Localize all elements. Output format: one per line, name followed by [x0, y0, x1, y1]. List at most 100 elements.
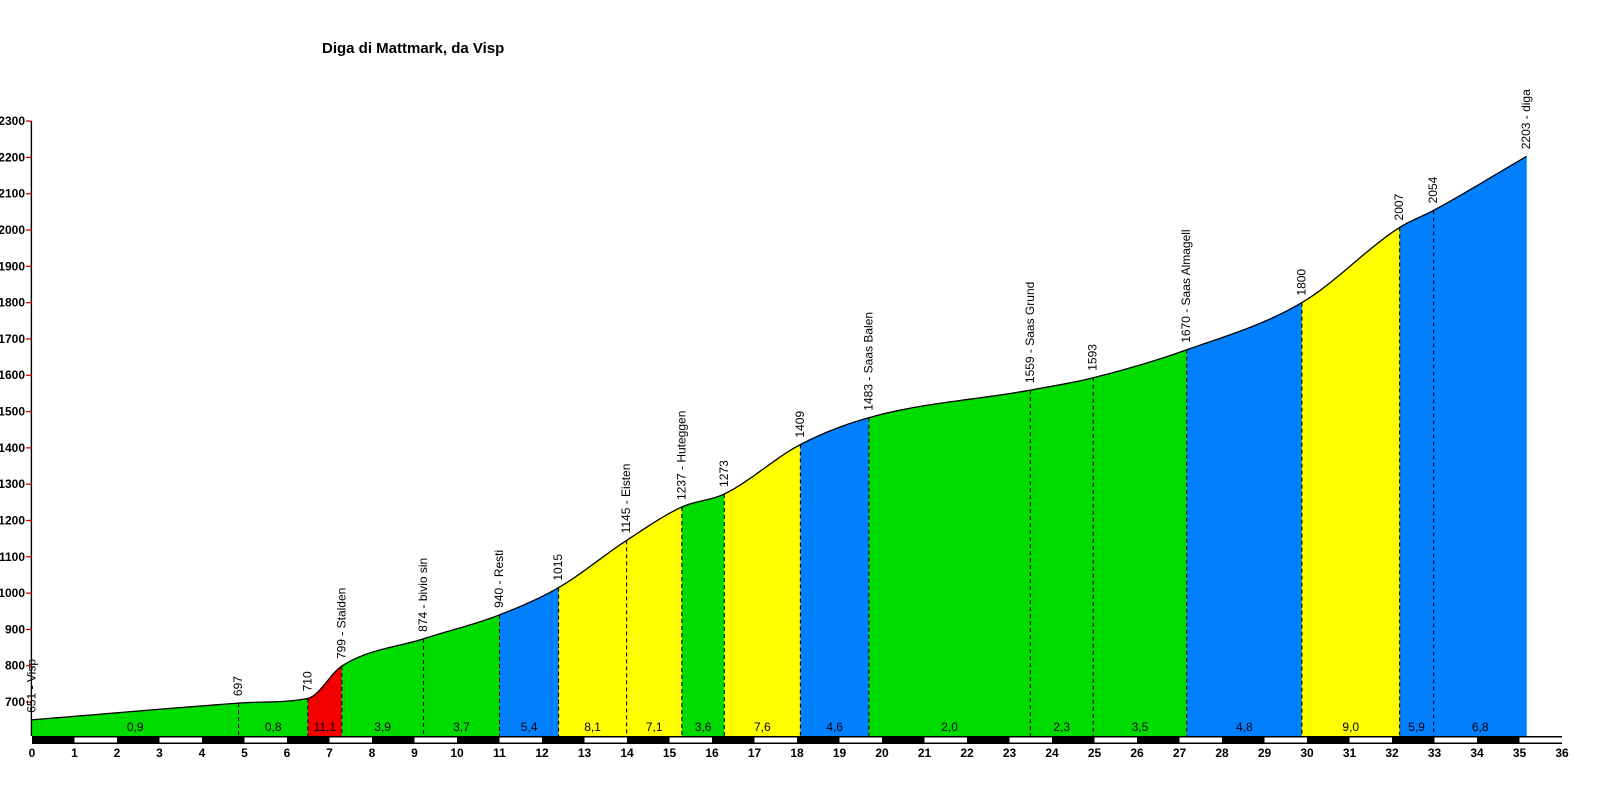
- km-ruler-segment: [669, 737, 712, 743]
- gradient-segment-area: [626, 507, 682, 736]
- x-tick-label: 15: [663, 746, 677, 760]
- x-tick-label: 14: [620, 746, 634, 760]
- x-tick-label: 34: [1470, 746, 1484, 760]
- x-tick-label: 10: [450, 746, 464, 760]
- gradient-percent-label: 2,0: [941, 720, 958, 734]
- km-ruler-segment: [1179, 737, 1222, 743]
- y-tick-mark: [26, 193, 32, 195]
- y-tick-label: 1700: [0, 332, 25, 346]
- y-tick-mark: [26, 229, 32, 231]
- x-tick-label: 27: [1173, 746, 1187, 760]
- y-tick-mark: [26, 156, 32, 159]
- km-ruler-segment: [1349, 737, 1392, 743]
- elevation-point-label: 1409: [793, 411, 807, 438]
- y-tick-label: 700: [5, 695, 25, 709]
- gradient-segment-area: [1301, 227, 1400, 736]
- gradient-percent-label: 4,6: [826, 720, 843, 734]
- x-tick-label: 16: [705, 746, 719, 760]
- elevation-point-label: 710: [300, 671, 314, 691]
- gradient-segment-area: [868, 390, 1031, 736]
- y-tick-label: 1600: [0, 368, 25, 382]
- elevation-point-label: 2203 - diga: [1519, 89, 1533, 149]
- x-tick-label: 24: [1045, 746, 1059, 760]
- gradient-segment-area: [558, 540, 627, 736]
- gradient-segment-area: [1030, 377, 1094, 736]
- x-tick-label: 2: [114, 746, 121, 760]
- y-tick-label: 1400: [0, 441, 25, 455]
- km-ruler-segment: [839, 737, 882, 743]
- gradient-percent-label: 9,0: [1342, 720, 1359, 734]
- elevation-point-label: 1593: [1086, 344, 1100, 371]
- km-ruler-segment: [244, 737, 287, 743]
- km-ruler-segment: [159, 737, 202, 743]
- gradient-segment-area: [724, 444, 801, 736]
- x-tick-label: 6: [284, 746, 291, 760]
- km-ruler-segment: [1264, 737, 1307, 743]
- km-ruler-segment: [499, 737, 542, 743]
- gradient-segment-area: [1093, 349, 1187, 736]
- gradient-percent-label: 3,6: [695, 720, 712, 734]
- gradient-percent-label: 2,3: [1053, 720, 1070, 734]
- x-tick-label: 9: [411, 746, 418, 760]
- elevation-point-label: 874 - bivio sin: [416, 558, 430, 632]
- km-ruler-segment: [754, 737, 797, 743]
- y-tick-label: 1800: [0, 296, 25, 310]
- gradient-segment-area: [1399, 210, 1434, 737]
- x-tick-label: 28: [1215, 746, 1229, 760]
- y-tick-mark: [26, 374, 32, 376]
- y-tick-mark: [26, 701, 32, 703]
- y-tick-label: 1500: [0, 405, 25, 419]
- elevation-point-label: 940 - Resti: [492, 550, 506, 608]
- km-ruler-segment: [1519, 737, 1562, 743]
- x-tick-label: 13: [578, 746, 592, 760]
- x-tick-label: 8: [369, 746, 376, 760]
- elevation-point-label: 697: [231, 676, 245, 696]
- x-tick-label: 21: [918, 746, 932, 760]
- y-tick-label: 1300: [0, 477, 25, 491]
- x-tick-label: 30: [1300, 746, 1314, 760]
- x-tick-label: 3: [156, 746, 163, 760]
- elevation-point-label: 651 - Visp: [25, 659, 39, 713]
- x-tick-label: 19: [833, 746, 847, 760]
- y-tick-label: 1000: [0, 586, 25, 600]
- gradient-percent-label: 5,4: [521, 720, 538, 734]
- y-tick-mark: [26, 519, 32, 522]
- y-tick-mark: [26, 265, 32, 267]
- x-tick-label: 36: [1555, 746, 1569, 760]
- y-tick-label: 2300: [0, 114, 25, 128]
- elevation-point-label: 1800: [1294, 269, 1308, 296]
- y-tick-label: 2100: [0, 187, 25, 201]
- y-tick-mark: [26, 410, 32, 413]
- elevation-point-label: 1670 - Saas Almagell: [1179, 229, 1193, 342]
- y-tick-label: 1100: [0, 550, 25, 564]
- y-tick-mark: [26, 556, 32, 558]
- y-tick-label: 1900: [0, 259, 25, 273]
- y-tick-mark: [26, 665, 32, 667]
- km-ruler-segment: [924, 737, 967, 743]
- elevation-point-label: 1559 - Saas Grund: [1023, 282, 1037, 383]
- x-tick-label: 1: [71, 746, 78, 760]
- km-ruler-segment: [74, 737, 117, 743]
- gradient-percent-label: 6,8: [1472, 720, 1489, 734]
- elevation-point-label: 1145 - Eisten: [619, 464, 633, 534]
- y-tick-label: 900: [5, 622, 25, 636]
- gradient-segment-area: [499, 587, 559, 736]
- x-tick-label: 31: [1343, 746, 1357, 760]
- gradient-percent-label: 11,1: [314, 720, 337, 734]
- gradient-segment-area: [341, 638, 424, 736]
- x-tick-label: 29: [1258, 746, 1272, 760]
- km-ruler-segment: [1009, 737, 1052, 743]
- gradient-percent-label: 8,1: [584, 720, 601, 734]
- x-tick-label: 32: [1385, 746, 1399, 760]
- x-tick-label: 12: [535, 746, 549, 760]
- x-tick-label: 0: [29, 746, 36, 760]
- x-tick-label: 22: [960, 746, 974, 760]
- x-tick-label: 26: [1130, 746, 1144, 760]
- elevation-point-label: 2007: [1392, 193, 1406, 220]
- gradient-segment-area: [800, 417, 869, 736]
- elevation-point-label: 1015: [551, 554, 565, 581]
- gradient-percent-label: 0,9: [127, 720, 144, 734]
- x-tick-label: 4: [199, 746, 206, 760]
- x-tick-label: 17: [748, 746, 762, 760]
